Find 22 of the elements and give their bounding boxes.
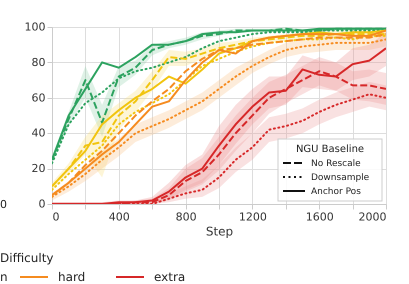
annotation: Anchor Pos [311, 187, 362, 197]
y-tick-label: 40 [32, 126, 46, 140]
y-tick-label: 20 [32, 162, 46, 176]
x-tick-label: 1600 [306, 210, 334, 224]
text: n [0, 270, 8, 284]
legend-title: Difficulty [0, 251, 54, 265]
text: 0 [0, 198, 7, 211]
annotation: No Rescale [311, 159, 362, 169]
y-tick-label: 0 [38, 198, 46, 210]
annotation: NGU Baseline [296, 144, 364, 155]
x-tick-label: 1200 [238, 210, 267, 224]
annotation: Downsample [311, 173, 370, 183]
x-tick-label: 0 [52, 210, 60, 224]
y-tick-label: 80 [32, 56, 46, 69]
x-tick-label: 2000 [358, 210, 386, 224]
x-axis-title: Step [206, 224, 234, 238]
y-tick-label: 100 [24, 20, 46, 34]
legend-label: extra [154, 270, 186, 284]
y-tick-label: 60 [32, 91, 46, 104]
x-tick-label: 800 [176, 210, 197, 224]
legend-label: hard [58, 270, 86, 284]
x-tick-label: 400 [108, 210, 130, 224]
